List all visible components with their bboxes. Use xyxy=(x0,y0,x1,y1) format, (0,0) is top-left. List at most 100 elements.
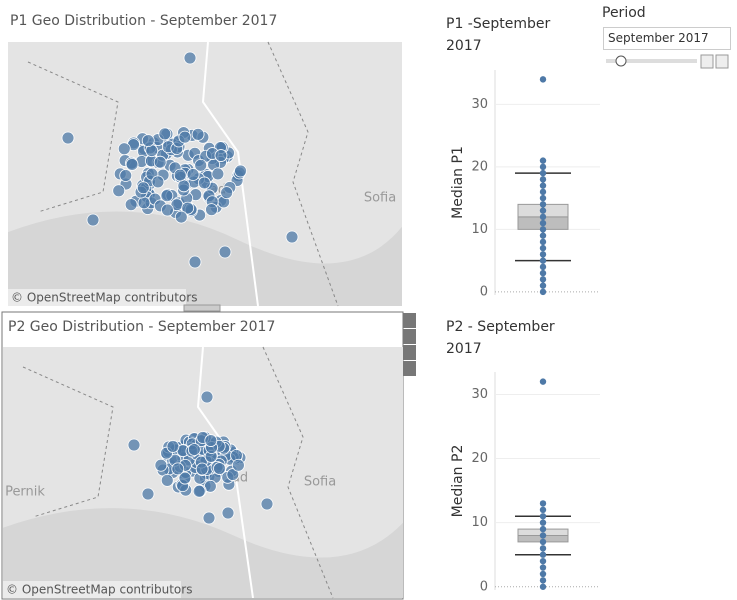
map-point xyxy=(161,203,174,217)
map-point xyxy=(160,473,174,487)
map-point xyxy=(194,158,208,172)
point xyxy=(539,506,547,514)
point xyxy=(539,157,547,164)
point xyxy=(539,201,547,208)
map-point xyxy=(125,158,139,171)
toolbar-button[interactable] xyxy=(403,313,416,328)
map-point xyxy=(214,149,228,162)
place-label: Pernik xyxy=(5,485,45,500)
toolbar-button[interactable] xyxy=(403,329,416,344)
place-label: Sofia xyxy=(304,475,336,490)
map-point xyxy=(197,176,211,190)
map-point xyxy=(178,471,192,485)
point xyxy=(539,207,547,214)
prev-button[interactable] xyxy=(700,54,714,69)
point xyxy=(539,513,547,520)
map-point xyxy=(231,458,245,472)
point xyxy=(539,288,547,296)
y-tick-label: 30 xyxy=(471,387,488,402)
point xyxy=(539,551,547,558)
point xyxy=(539,257,547,264)
map-point xyxy=(181,201,195,215)
map-region xyxy=(3,508,403,598)
map-point xyxy=(141,134,155,148)
point xyxy=(539,570,547,578)
point xyxy=(539,538,547,546)
map-border xyxy=(22,366,114,518)
map-border xyxy=(262,346,334,599)
map-point xyxy=(226,468,240,481)
map-point xyxy=(127,438,141,452)
point xyxy=(539,583,547,590)
map-point xyxy=(211,167,225,181)
filter-input[interactable]: September 2017 xyxy=(603,27,731,50)
map-point xyxy=(234,164,247,178)
toolbar-button[interactable] xyxy=(403,361,416,376)
map-point xyxy=(218,245,232,259)
slider-thumb[interactable] xyxy=(615,55,627,67)
map-point xyxy=(188,255,202,269)
toolbar-button[interactable] xyxy=(403,345,416,360)
filter-label: Period xyxy=(602,5,646,21)
map-point xyxy=(285,230,299,244)
map-point xyxy=(195,462,209,476)
point xyxy=(539,519,547,526)
map-point xyxy=(173,168,187,182)
point xyxy=(539,182,547,189)
map-point xyxy=(151,175,165,189)
point xyxy=(539,169,547,177)
map-region xyxy=(8,211,402,306)
map-point xyxy=(191,127,205,141)
map-border xyxy=(267,41,339,307)
map-point xyxy=(260,497,274,511)
attribution-bg xyxy=(8,289,186,306)
map-point xyxy=(124,198,138,212)
map-point xyxy=(154,458,168,472)
map-point xyxy=(119,169,133,182)
map-point xyxy=(86,213,100,227)
map-point xyxy=(192,484,206,498)
chart-title: P1 -September 2017 xyxy=(446,16,551,54)
map-point xyxy=(136,181,150,195)
map-point xyxy=(213,462,226,475)
point xyxy=(539,251,547,258)
point xyxy=(539,564,547,571)
attribution-bg xyxy=(3,581,181,598)
map-point xyxy=(112,184,126,198)
point xyxy=(539,525,547,533)
point xyxy=(539,263,547,271)
point xyxy=(539,163,547,171)
point xyxy=(539,282,547,289)
next-button[interactable] xyxy=(715,54,729,69)
point xyxy=(539,378,547,385)
map-road xyxy=(201,41,259,307)
map-point xyxy=(117,142,131,156)
y-tick-label: 30 xyxy=(471,97,488,112)
point xyxy=(539,276,547,283)
map-point xyxy=(166,440,180,453)
y-tick-label: 0 xyxy=(480,284,488,299)
attribution: © OpenStreetMap contributors xyxy=(11,291,197,305)
y-tick-label: 10 xyxy=(471,222,488,237)
map-point xyxy=(153,155,167,169)
y-tick-label: 0 xyxy=(480,579,488,594)
point xyxy=(539,76,547,83)
y-tick-label: 20 xyxy=(471,451,488,466)
point xyxy=(539,226,547,233)
point xyxy=(539,545,547,552)
map-point xyxy=(160,189,174,203)
y-tick-label: 10 xyxy=(471,515,488,530)
map-point xyxy=(205,203,218,217)
point xyxy=(539,244,547,252)
map-point xyxy=(61,131,75,145)
map-point xyxy=(171,462,185,476)
point xyxy=(539,232,547,239)
attribution: © OpenStreetMap contributors xyxy=(6,583,192,597)
map-point xyxy=(177,179,191,193)
y-tick-label: 20 xyxy=(471,159,488,174)
map-border xyxy=(27,61,119,213)
point xyxy=(539,269,547,277)
